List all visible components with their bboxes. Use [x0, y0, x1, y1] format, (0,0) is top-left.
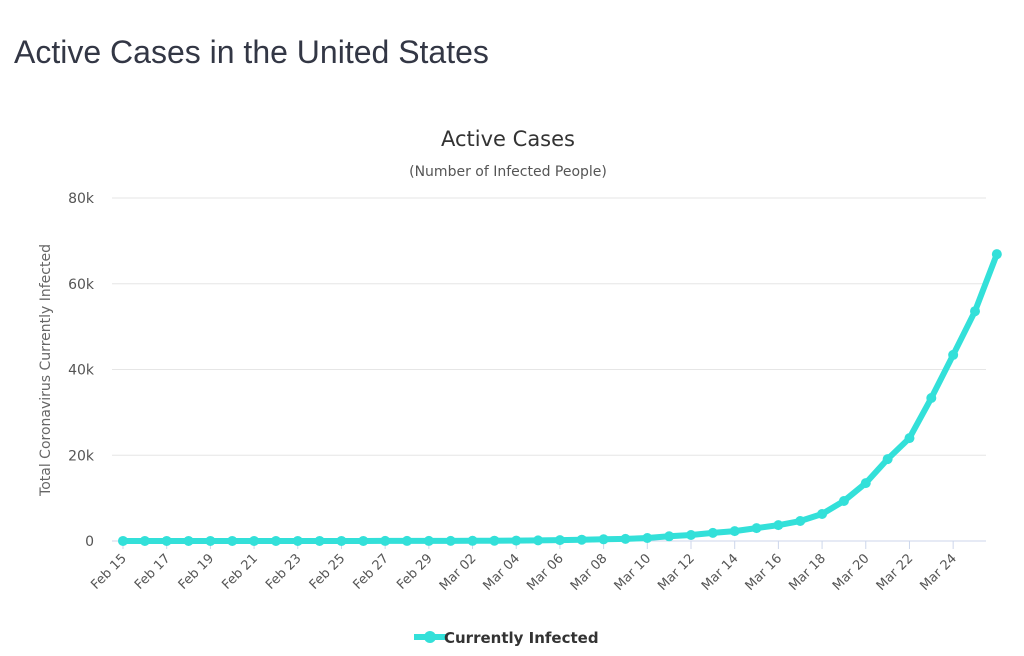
- series-line: [123, 253, 1000, 544]
- data-point: [445, 535, 456, 546]
- data-point: [270, 535, 281, 546]
- x-tick-label: Feb 19: [176, 551, 218, 593]
- data-point: [882, 454, 893, 465]
- x-tick-label: Feb 25: [307, 551, 349, 593]
- y-tick-label: 80k: [68, 191, 95, 207]
- y-axis-label: Total Coronavirus Currently Infected: [38, 244, 54, 497]
- data-point: [139, 535, 150, 546]
- data-point: [838, 495, 849, 506]
- x-tick-label: Mar 04: [480, 551, 523, 594]
- data-point: [860, 478, 871, 489]
- data-point: [686, 529, 696, 540]
- data-point: [598, 534, 609, 545]
- chart-subtitle: (Number of Infected People): [409, 164, 607, 180]
- data-point: [795, 516, 806, 527]
- x-tick-label: Feb 21: [219, 551, 261, 593]
- data-point: [664, 531, 675, 542]
- x-tick-label: Mar 06: [524, 551, 567, 594]
- x-tick-label: Mar 16: [743, 551, 786, 594]
- data-point: [489, 535, 500, 546]
- x-tick-label: Feb 23: [263, 551, 305, 593]
- data-point: [380, 535, 391, 546]
- x-tick-label: Mar 02: [437, 551, 480, 594]
- data-point: [336, 535, 347, 546]
- data-point: [161, 535, 172, 546]
- data-point: [292, 535, 303, 546]
- data-point: [402, 535, 412, 546]
- data-point: [948, 349, 959, 360]
- y-tick-label: 40k: [68, 363, 95, 379]
- data-point: [249, 535, 260, 546]
- data-point: [533, 535, 544, 546]
- y-tick-label: 0: [85, 534, 94, 550]
- data-point: [554, 535, 565, 546]
- x-tick-label: Mar 12: [655, 551, 698, 594]
- x-tick-label: Mar 10: [612, 551, 655, 594]
- data-point: [314, 535, 325, 546]
- data-point: [991, 249, 1002, 260]
- data-point: [926, 393, 937, 404]
- data-point: [904, 433, 915, 444]
- x-tick-label: Mar 24: [917, 551, 960, 594]
- data-point: [642, 532, 653, 543]
- x-tick-label: Feb 15: [88, 551, 130, 593]
- x-tick-label: Feb 29: [394, 551, 436, 593]
- data-point: [358, 535, 369, 546]
- x-tick-label: Mar 22: [874, 551, 917, 594]
- data-point: [751, 523, 762, 534]
- x-tick-label: Mar 20: [830, 551, 873, 594]
- x-tick-label: Feb 17: [132, 551, 174, 593]
- x-tick-label: Mar 14: [699, 551, 742, 594]
- chart-title: Active Cases: [441, 127, 575, 151]
- data-point: [576, 534, 587, 545]
- x-tick-label: Feb 27: [350, 551, 392, 593]
- data-point: [970, 306, 980, 317]
- data-point: [773, 520, 784, 531]
- data-point: [423, 535, 434, 546]
- data-point: [817, 508, 828, 519]
- data-point: [511, 535, 522, 546]
- y-tick-label: 20k: [68, 448, 95, 464]
- data-point: [118, 535, 128, 546]
- x-tick-label: Mar 08: [568, 551, 611, 594]
- data-point: [620, 533, 631, 544]
- legend-label: Currently Infected: [444, 629, 599, 647]
- data-point: [729, 526, 740, 537]
- page-title: Active Cases in the United States: [14, 34, 489, 70]
- x-tick-label: Mar 18: [786, 551, 829, 594]
- legend-symbol: [424, 631, 436, 643]
- data-point: [227, 535, 238, 546]
- data-point: [467, 535, 478, 546]
- y-tick-label: 60k: [68, 277, 95, 293]
- data-point: [205, 535, 216, 546]
- data-point: [707, 527, 718, 538]
- data-point: [183, 535, 194, 546]
